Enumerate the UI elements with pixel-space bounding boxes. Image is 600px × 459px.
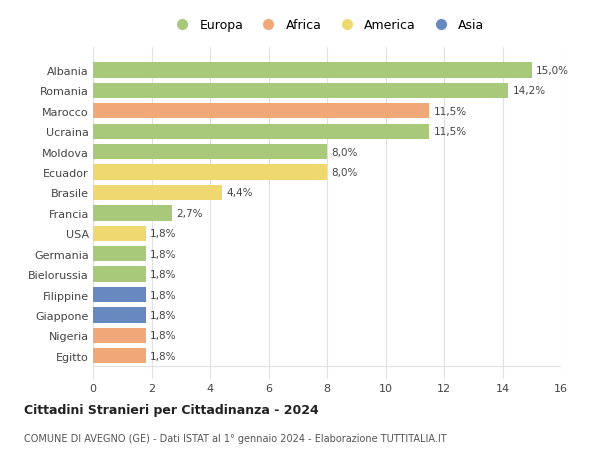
Text: 1,8%: 1,8% xyxy=(150,269,176,280)
Bar xyxy=(93,206,172,221)
Text: 11,5%: 11,5% xyxy=(434,106,467,117)
Bar xyxy=(93,84,508,99)
Text: 2,7%: 2,7% xyxy=(176,208,203,218)
Bar xyxy=(93,185,222,201)
Text: 1,8%: 1,8% xyxy=(150,310,176,320)
Bar xyxy=(93,104,430,119)
Text: 4,4%: 4,4% xyxy=(226,188,253,198)
Text: 1,8%: 1,8% xyxy=(150,249,176,259)
Text: 14,2%: 14,2% xyxy=(513,86,546,96)
Bar xyxy=(93,145,327,160)
Bar xyxy=(93,267,146,282)
Text: 1,8%: 1,8% xyxy=(150,330,176,341)
Bar xyxy=(93,226,146,241)
Bar xyxy=(93,328,146,343)
Bar xyxy=(93,246,146,262)
Bar xyxy=(93,165,327,180)
Legend: Europa, Africa, America, Asia: Europa, Africa, America, Asia xyxy=(167,17,487,34)
Bar xyxy=(93,287,146,302)
Text: 8,0%: 8,0% xyxy=(331,147,358,157)
Text: 15,0%: 15,0% xyxy=(536,66,569,76)
Text: 1,8%: 1,8% xyxy=(150,229,176,239)
Text: 1,8%: 1,8% xyxy=(150,290,176,300)
Text: COMUNE DI AVEGNO (GE) - Dati ISTAT al 1° gennaio 2024 - Elaborazione TUTTITALIA.: COMUNE DI AVEGNO (GE) - Dati ISTAT al 1°… xyxy=(24,433,446,442)
Bar xyxy=(93,124,430,140)
Bar xyxy=(93,348,146,364)
Bar xyxy=(93,308,146,323)
Text: 8,0%: 8,0% xyxy=(331,168,358,178)
Text: Cittadini Stranieri per Cittadinanza - 2024: Cittadini Stranieri per Cittadinanza - 2… xyxy=(24,403,319,416)
Text: 1,8%: 1,8% xyxy=(150,351,176,361)
Text: 11,5%: 11,5% xyxy=(434,127,467,137)
Bar xyxy=(93,63,532,78)
